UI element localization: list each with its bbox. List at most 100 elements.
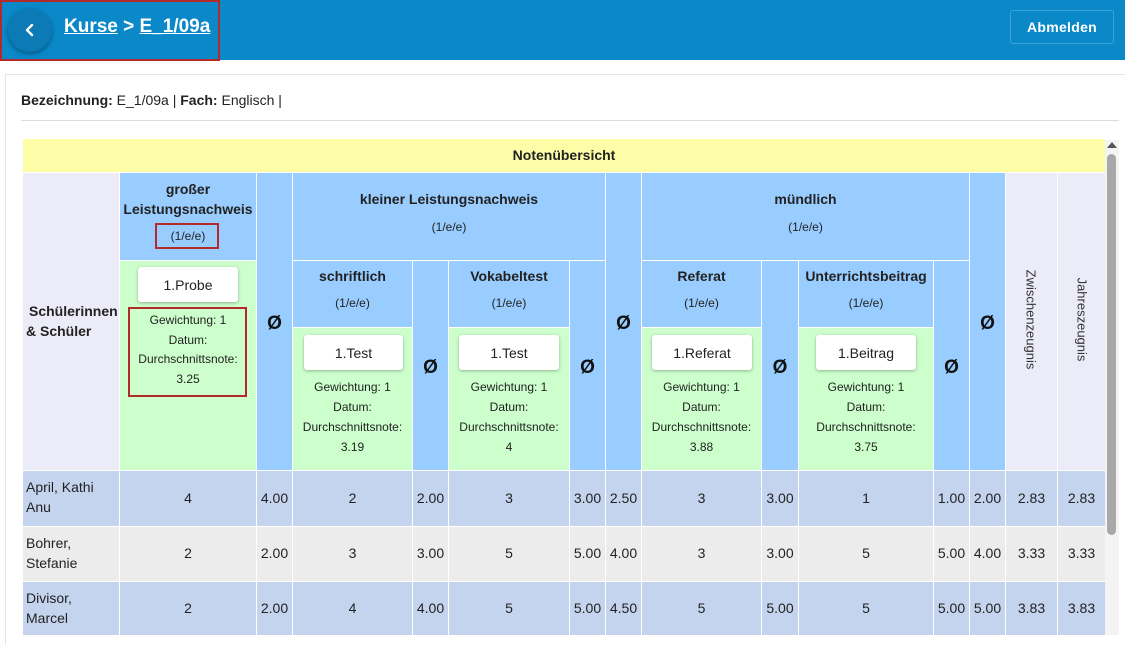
grade-value: 4.50 (609, 600, 638, 616)
unterricht-datum: Datum: (846, 400, 886, 414)
jahres-header-cell (1058, 173, 1105, 470)
unterricht-avg-cell (934, 261, 969, 470)
table-row-cell (449, 582, 569, 635)
unterricht-weight: (1/e/e) (848, 296, 884, 310)
student-name-line1: Divisor, (26, 590, 72, 606)
kleiner-name: kleiner Leistungsnachweis (359, 191, 539, 207)
table-row-cell (257, 582, 292, 635)
student-name-line2: Anu (26, 499, 51, 515)
avg-icon-schriftlich: Ø (423, 357, 438, 378)
table-row-cell (257, 527, 292, 581)
student-name-line1: Bohrer, (26, 535, 72, 551)
fach-label: Fach: (180, 92, 218, 108)
table-row-cell (1006, 582, 1057, 635)
table-row-cell (449, 471, 569, 526)
avg-icon-vokabeltest: Ø (580, 357, 595, 378)
vokabeltest-avg-cell (570, 261, 605, 470)
avg-icon-referat: Ø (772, 357, 788, 378)
kleiner-header-cell (293, 173, 605, 260)
table-row-cell (293, 527, 412, 581)
scrollbar-thumb[interactable] (1107, 154, 1116, 535)
grade-value: 3.00 (416, 545, 445, 561)
unterricht-name: Unterrichtsbeitrag (805, 268, 927, 284)
referat-gew: Gewichtung: 1 (663, 380, 740, 394)
grade-value: 5.00 (937, 600, 966, 616)
table-row-cell (1058, 471, 1105, 526)
unterricht-dn-label: Durchschnittsnote: (816, 420, 916, 434)
kleiner-weight: (1/e/e) (431, 220, 467, 234)
referat-dn-label: Durchschnittsnote: (651, 420, 752, 434)
grosser-datum: Datum: (168, 333, 208, 347)
table-row-cell (934, 582, 969, 635)
grade-value: 5 (862, 600, 870, 616)
fach-value: Englisch | (217, 92, 282, 108)
table-row-cell (1058, 582, 1105, 635)
grade-value: 4.00 (973, 545, 1002, 561)
muendlich-name: mündlich (774, 191, 837, 207)
grade-value: 1.00 (937, 490, 966, 506)
table-row-cell (799, 471, 933, 526)
grade-overview-title: Notenübersicht (512, 147, 616, 163)
grade-overview-title-bar (23, 139, 1105, 172)
scroll-up-icon[interactable] (1107, 142, 1117, 148)
grade-value: 1 (862, 490, 870, 506)
grosser-avg-cell (257, 173, 292, 470)
grade-value: 2.00 (973, 490, 1002, 506)
student-name-line1: April, Kathi (26, 479, 94, 495)
grade-value: 5 (505, 545, 513, 561)
table-row-cell (413, 527, 448, 581)
back-button[interactable] (8, 8, 52, 52)
breadcrumb-separator: > (117, 16, 140, 37)
grade-value: 2.83 (1067, 490, 1096, 506)
grosser-dn-value: 3.25 (176, 372, 200, 386)
grade-value: 3.00 (573, 490, 602, 506)
table-row-cell (762, 527, 798, 581)
student-header-line1: Schülerinnen (29, 303, 118, 319)
table-row-cell (762, 471, 798, 526)
schriftlich-name: schriftlich (319, 268, 386, 284)
top-bar (0, 0, 1125, 60)
avg-icon-kleiner: Ø (616, 313, 631, 334)
breadcrumb-course-link[interactable]: E_1/09a (139, 16, 211, 37)
table-row-cell (413, 582, 448, 635)
table-row-cell (120, 527, 256, 581)
referat-dn-value: 3.88 (689, 440, 714, 454)
bez-value: E_1/09a | (112, 92, 181, 108)
kleiner-avg-cell (606, 173, 641, 470)
table-row-name-cell (23, 471, 119, 526)
grade-value: 2.00 (260, 545, 289, 561)
grade-value: 3 (697, 490, 706, 506)
avg-icon-unterricht: Ø (944, 357, 959, 378)
table-row-cell (413, 471, 448, 526)
bez-label: Bezeichnung: (21, 92, 113, 108)
exam-button-referat[interactable]: 1.Referat (652, 335, 752, 370)
vokabeltest-weight: (1/e/e) (491, 296, 527, 310)
grade-value: 5.00 (973, 600, 1002, 616)
table-row-cell (799, 527, 933, 581)
muendlich-avg-cell (970, 173, 1005, 470)
grade-value: 2.00 (260, 600, 289, 616)
table-row-cell (762, 582, 798, 635)
grosser-dn-label: Durchschnittsnote: (138, 352, 238, 366)
muendlich-header-cell (642, 173, 969, 260)
logout-button[interactable]: Abmelden (1010, 10, 1114, 44)
zwischenzeugnis-header: Zwischenzeugnis (1023, 269, 1039, 370)
grade-value: 3.33 (1067, 545, 1096, 561)
exam-button-vokabeltest[interactable]: 1.Test (459, 335, 559, 370)
table-row-cell (120, 582, 256, 635)
grade-value: 5.00 (573, 600, 602, 616)
grade-value: 3.83 (1017, 600, 1046, 616)
grade-value: 5.00 (937, 545, 966, 561)
exam-button-beitrag[interactable]: 1.Beitrag (816, 335, 916, 370)
exam-button-probe[interactable]: 1.Probe (138, 267, 238, 302)
grade-value: 3.00 (766, 490, 794, 506)
unterricht-gew: Gewichtung: 1 (827, 380, 905, 394)
exam-button-schriftlich-test[interactable]: 1.Test (304, 335, 403, 370)
zwischen-header-cell (1006, 173, 1057, 470)
schriftlich-dn-value: 3.19 (340, 440, 365, 454)
grade-value: 3 (697, 545, 706, 561)
breadcrumb-kurse-link[interactable]: Kurse (64, 16, 118, 37)
table-row-cell (606, 471, 641, 526)
table-row-cell (1058, 527, 1105, 581)
grosser-name-line1: großer (165, 181, 211, 197)
